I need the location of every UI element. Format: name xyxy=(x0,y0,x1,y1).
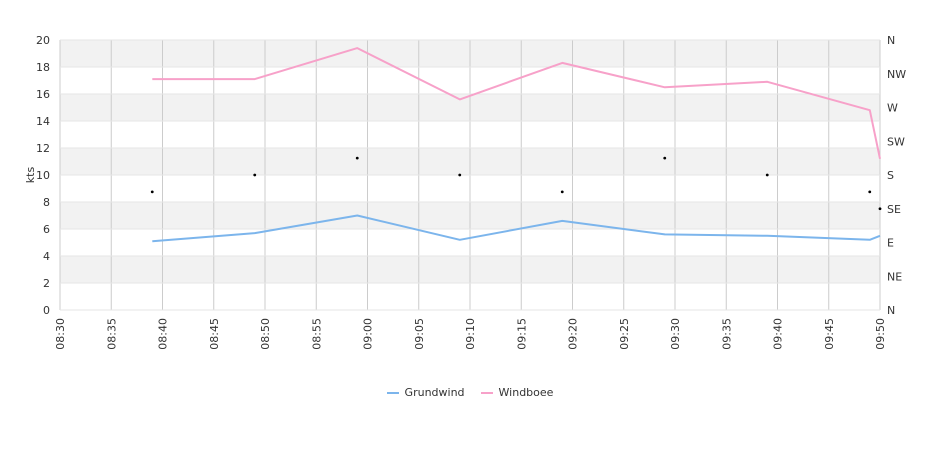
x-tick-label: 08:55 xyxy=(310,318,323,350)
x-tick-label: 08:40 xyxy=(157,318,170,350)
direction-point xyxy=(868,190,872,194)
y-tick-label: 18 xyxy=(36,61,50,74)
direction-points xyxy=(150,156,882,211)
x-tick-label: 09:50 xyxy=(874,318,887,350)
legend-label-windboee: Windboee xyxy=(498,386,554,399)
legend-swatch-windboee xyxy=(480,391,493,394)
direction-tick-label: NW xyxy=(887,68,906,81)
y-tick-label: 14 xyxy=(36,115,50,128)
x-tick-label: 09:45 xyxy=(823,318,836,350)
y-axis-ticks: 0 2 4 6 8 10 12 14 16 18 20 xyxy=(36,34,50,317)
y-tick-label: 0 xyxy=(43,304,50,317)
x-tick-label: 08:30 xyxy=(54,318,67,350)
legend: Grundwind Windboee xyxy=(0,386,940,399)
x-tick-label: 08:45 xyxy=(208,318,221,350)
legend-item-windboee[interactable]: Windboee xyxy=(480,386,554,399)
direction-point xyxy=(560,190,564,194)
direction-tick-label: SW xyxy=(887,135,905,148)
direction-tick-label: N xyxy=(887,34,895,47)
y-tick-label: 20 xyxy=(36,34,50,47)
y-tick-label: 6 xyxy=(43,223,50,236)
legend-swatch-grundwind xyxy=(386,391,399,394)
direction-tick-label: N xyxy=(887,304,895,317)
x-axis-ticks: 08:30 08:35 08:40 08:45 08:50 08:55 09:00 09:05… xyxy=(54,318,887,350)
x-tick-label: 09:25 xyxy=(618,318,631,350)
x-tick-label: 08:35 xyxy=(105,318,118,350)
direction-tick-label: SE xyxy=(887,203,901,216)
x-tick-label: 09:35 xyxy=(720,318,733,350)
legend-label-grundwind: Grundwind xyxy=(404,386,465,399)
y-tick-label: 4 xyxy=(43,250,50,263)
horizontal-gridlines xyxy=(60,39,880,311)
x-tick-label: 09:00 xyxy=(362,318,375,350)
y-tick-label: 10 xyxy=(36,169,50,182)
direction-axis-ticks: N NE E SE S SW W NW N xyxy=(887,34,906,317)
direction-tick-label: NE xyxy=(887,270,902,283)
direction-tick-label: S xyxy=(887,169,894,182)
direction-point xyxy=(765,173,769,177)
y-tick-label: 16 xyxy=(36,88,50,101)
direction-point xyxy=(150,190,154,194)
x-tick-label: 09:15 xyxy=(515,318,528,350)
y-tick-label: 8 xyxy=(43,196,50,209)
x-tick-label: 09:30 xyxy=(669,318,682,350)
series-lines xyxy=(152,47,881,243)
series-line-grundwind xyxy=(152,214,881,243)
y-tick-label: 12 xyxy=(36,142,50,155)
x-tick-label: 09:10 xyxy=(464,318,477,350)
direction-point xyxy=(663,156,667,160)
x-tick-label: 09:40 xyxy=(772,318,785,350)
y-tick-label: 2 xyxy=(43,277,50,290)
direction-point xyxy=(458,173,462,177)
x-tick-label: 09:05 xyxy=(413,318,426,350)
direction-point xyxy=(878,207,882,211)
direction-point xyxy=(253,173,257,177)
series-line-windboee xyxy=(152,47,881,160)
y-axis-label: kts xyxy=(24,167,37,184)
legend-item-grundwind[interactable]: Grundwind xyxy=(386,386,465,399)
x-tick-label: 09:20 xyxy=(567,318,580,350)
x-tick-label: 08:50 xyxy=(259,318,272,350)
direction-tick-label: E xyxy=(887,237,894,250)
direction-tick-label: W xyxy=(887,102,898,115)
direction-point xyxy=(355,156,359,160)
